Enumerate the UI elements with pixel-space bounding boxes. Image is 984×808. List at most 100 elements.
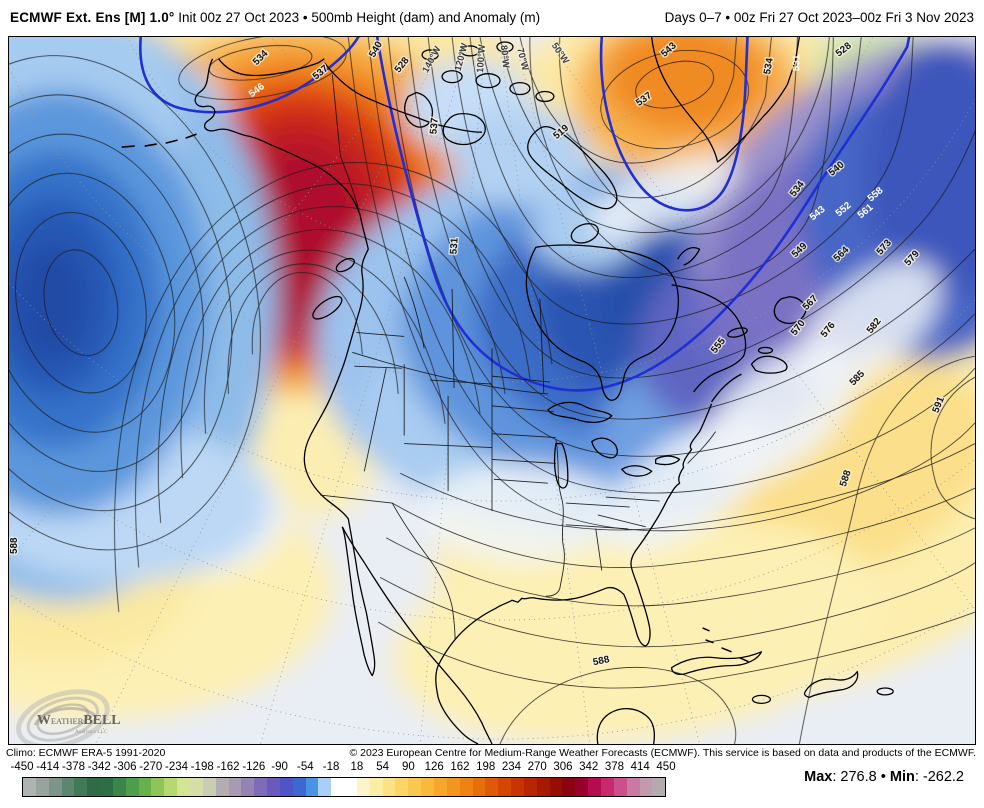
logo-part-w: W <box>37 713 51 728</box>
colorbar-segment <box>138 778 152 796</box>
colorbar-tick: 342 <box>579 761 599 773</box>
colorbar-segment <box>228 778 242 796</box>
logo-subtitle: Analytics LLC <box>75 729 108 735</box>
colorbar-tick: -198 <box>190 761 214 773</box>
colorbar-segment <box>202 778 216 796</box>
colorbar-tick: -378 <box>62 761 86 773</box>
longitude-label: 100°W <box>475 44 488 73</box>
colorbar-tick: -450 <box>10 761 34 773</box>
colorbar-tick: -90 <box>271 761 288 773</box>
colorbar-tick: 450 <box>656 761 676 773</box>
copyright-attribution: © 2023 European Centre for Medium-Range … <box>349 747 976 759</box>
colorbar-tick: 126 <box>424 761 444 773</box>
colorbar-segment <box>421 778 434 796</box>
colorbar-tick: 414 <box>630 761 650 773</box>
colorbar-segment <box>305 778 319 796</box>
colorbar-segment <box>241 778 255 796</box>
colorbar-segment <box>536 778 550 796</box>
anomaly-shading <box>9 37 975 744</box>
page-title: ECMWF Ext. Ens [M] 1.0° Init 00z 27 Oct … <box>10 10 540 25</box>
max-min-stats: Max: 276.8 • Min: -262.2 <box>804 769 964 785</box>
colorbar-tick: 54 <box>376 761 390 773</box>
colorbar-segment <box>472 778 486 796</box>
state-borders <box>320 74 716 640</box>
colorbar-segment <box>356 778 370 796</box>
colorbar-segment <box>369 778 383 796</box>
weatherbell-logo: WEATHERBELL Analytics LLC <box>16 689 121 744</box>
colorbar-segment <box>100 778 113 796</box>
contour-label: 537 <box>428 117 440 135</box>
colorbar-tick: -18 <box>322 761 340 773</box>
map-canvas: 534 537 540 546 528 537 531 519 543 537 534 528 531 5… <box>8 36 976 745</box>
colorbar-segment <box>164 778 178 796</box>
colorbar-segment <box>344 778 357 796</box>
min-value: : -262.2 <box>914 769 964 785</box>
colorbar-tick: 162 <box>450 761 470 773</box>
colorbar-segment <box>639 778 653 796</box>
colorbar-tick: -54 <box>297 761 314 773</box>
colorbar-segment <box>74 778 88 796</box>
contour-lines <box>9 37 975 744</box>
longitude-label: 80°W <box>498 45 511 69</box>
logo-wordmark: WEATHERBELL <box>37 713 121 728</box>
colorbar-segment <box>446 778 460 796</box>
contour-label: 588 <box>9 537 20 554</box>
colorbar-segment <box>35 778 49 796</box>
colorbar-tick: 18 <box>350 761 364 773</box>
colorbar-tick: -342 <box>87 761 111 773</box>
colorbar-segment <box>511 778 524 796</box>
colorbar-segment <box>292 778 306 796</box>
colorbar-ticks: -450 -414 -378 -342 -306 -270 -234 -198 -162 -126… <box>10 761 675 776</box>
colorbar-tick: -234 <box>165 761 189 773</box>
colorbar-segment <box>408 778 422 796</box>
colorbar-segment <box>279 778 293 796</box>
colorbar-segment <box>87 778 101 796</box>
colorbar-wrap: -450 -414 -378 -342 -306 -270 -234 -198 -162 -126… <box>10 761 676 797</box>
stats-bullet: • <box>876 769 890 785</box>
colorbar-tick: 270 <box>527 761 547 773</box>
coastlines <box>121 37 894 744</box>
colorbar <box>22 777 666 797</box>
colorbar-segment <box>652 778 666 796</box>
date-range: Days 0–7 • 00z Fri 27 Oct 2023–00z Fri 3… <box>664 9 974 25</box>
colorbar-tick: 198 <box>476 761 496 773</box>
header: ECMWF Ext. Ens [M] 1.0° Init 00z 27 Oct … <box>0 0 984 34</box>
colorbar-tick: 234 <box>501 761 522 773</box>
colorbar-segment <box>112 778 126 796</box>
contour-label: 534 <box>762 57 776 76</box>
colorbar-tick: 378 <box>604 761 625 773</box>
colorbar-segment <box>459 778 473 796</box>
colorbar-segment <box>125 778 139 796</box>
logo-part-eather: EATHER <box>51 716 84 726</box>
colorbar-tick: -162 <box>216 761 240 773</box>
max-value: : 276.8 <box>832 769 877 785</box>
colorbar-segment <box>600 778 614 796</box>
colorbar-segment <box>549 778 563 796</box>
colorbar-tick: -306 <box>113 761 137 773</box>
colorbar-segment <box>395 778 409 796</box>
colorbar-segment <box>575 778 589 796</box>
contour-label: 588 <box>592 654 611 668</box>
map-svg: 5345375405465285375315195435375345285315… <box>9 37 975 744</box>
contour-label: 531 <box>791 54 802 71</box>
colorbar-segment <box>485 778 499 796</box>
colorbar-segment <box>562 778 576 796</box>
colorbar-segment <box>23 778 36 796</box>
colorbar-segment <box>177 778 190 796</box>
colorbar-segment <box>523 778 537 796</box>
logo-part-bell: BELL <box>83 713 120 728</box>
colorbar-segment <box>382 778 396 796</box>
climo-attribution: Climo: ECMWF ERA-5 1991-2020 <box>6 747 166 759</box>
colorbar-segment <box>48 778 62 796</box>
colorbar-segment <box>215 778 229 796</box>
colorbar-tick: 90 <box>401 761 415 773</box>
colorbar-segment <box>151 778 165 796</box>
colorbar-segment <box>61 778 75 796</box>
colorbar-segment <box>318 778 332 796</box>
colorbar-tick: -126 <box>242 761 266 773</box>
colorbar-segment <box>434 778 447 796</box>
colorbar-segment <box>267 778 280 796</box>
title-valid: Init 00z 27 Oct 2023 • 500mb Height (dam… <box>174 9 541 25</box>
contour-label: 531 <box>448 237 460 255</box>
